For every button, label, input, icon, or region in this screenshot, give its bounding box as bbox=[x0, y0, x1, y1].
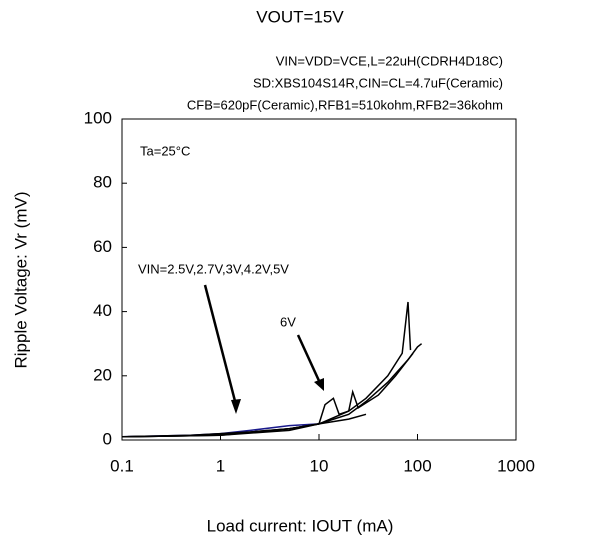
series-line bbox=[121, 301, 412, 438]
y-tick-label: 0 bbox=[103, 429, 112, 448]
arrow-head bbox=[314, 378, 324, 391]
x-tick-label: 1 bbox=[216, 456, 225, 475]
annotation: Ta=25°C bbox=[140, 143, 190, 158]
subtitle: CFB=620pF(Ceramic),RFB1=510kohm,RFB2=36k… bbox=[187, 97, 503, 112]
annotation: 6V bbox=[280, 314, 296, 329]
plot-frame bbox=[121, 118, 517, 441]
series-line bbox=[121, 352, 414, 438]
chart-title: VOUT=15V bbox=[256, 7, 344, 26]
subtitle: SD:XBS104S14R,CIN=CL=4.7uF(Ceramic) bbox=[253, 75, 503, 90]
annotation: VIN=2.5V,2.7V,3V,4.2V,5V bbox=[138, 261, 289, 276]
y-tick-label: 40 bbox=[93, 301, 112, 320]
y-tick-label: 100 bbox=[84, 108, 112, 127]
y-axis-label: Ripple Voltage: Vr (mV) bbox=[11, 192, 30, 369]
arrow-head bbox=[231, 399, 241, 414]
x-axis-label: Load current: IOUT (mA) bbox=[207, 516, 394, 535]
y-tick-label: 20 bbox=[93, 365, 112, 384]
arrows bbox=[203, 284, 322, 406]
y-tick-label: 80 bbox=[93, 173, 112, 192]
x-tick-label: 0.1 bbox=[110, 456, 134, 475]
series-line bbox=[121, 343, 423, 438]
subtitle: VIN=VDD=VCE,L=22uH(CDRH4D18C) bbox=[276, 53, 503, 68]
x-tick-label: 100 bbox=[403, 456, 431, 475]
x-tick-label: 1000 bbox=[497, 456, 535, 475]
y-tick-label: 60 bbox=[93, 237, 112, 256]
x-tick-label: 10 bbox=[310, 456, 329, 475]
